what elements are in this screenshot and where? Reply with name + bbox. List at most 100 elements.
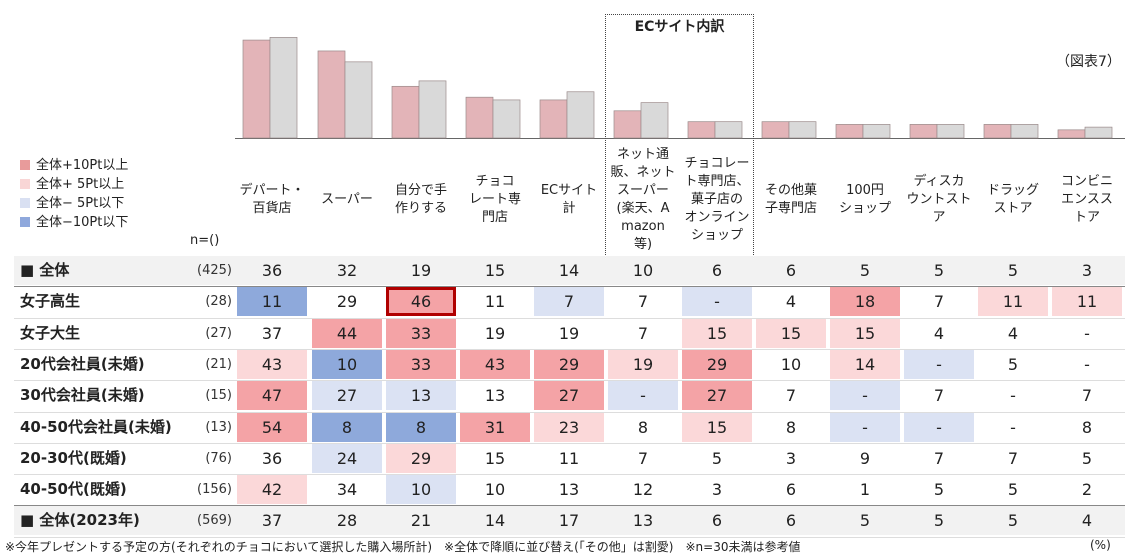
table-cell: 7 xyxy=(785,386,797,406)
row-sample-size: (21) xyxy=(205,356,232,372)
bar-2023-11 xyxy=(1084,126,1113,139)
table-cell: 5 xyxy=(933,480,945,500)
bar-2023-8 xyxy=(862,124,891,139)
table-cell: 7 xyxy=(933,292,945,312)
table-cell: 36 xyxy=(261,448,283,468)
table-cell: 12 xyxy=(632,480,654,500)
table-cell: 5 xyxy=(933,511,945,531)
bar-current-9 xyxy=(909,124,938,139)
table-cell: 5 xyxy=(859,511,871,531)
n-header: n=() xyxy=(190,233,220,248)
table-cell: 13 xyxy=(632,511,654,531)
table-cell: 44 xyxy=(312,318,382,348)
table-cell: 3 xyxy=(1081,261,1093,280)
table-cell: 19 xyxy=(608,349,678,379)
row-divider xyxy=(14,536,1125,538)
row-label: 40-50代(既婚) xyxy=(20,480,127,499)
table-cell: - xyxy=(904,412,974,442)
bar-2023-0 xyxy=(269,37,298,139)
table-cell: 8 xyxy=(1081,417,1093,437)
table-cell: 13 xyxy=(484,386,506,406)
table-cell: 46 xyxy=(386,287,456,317)
row-divider xyxy=(14,474,1125,476)
table-cell: 14 xyxy=(830,349,900,379)
legend-swatch xyxy=(20,197,30,208)
table-cell: 19 xyxy=(558,323,580,343)
legend-swatch xyxy=(20,159,30,170)
legend-swatch xyxy=(20,178,30,189)
table-cell: 27 xyxy=(682,381,752,411)
table-cell: 14 xyxy=(558,261,580,280)
table-cell: 43 xyxy=(237,349,307,379)
table-cell: - xyxy=(1084,323,1090,343)
bar-current-3 xyxy=(465,96,494,139)
column-header: 100円 ショップ xyxy=(838,183,891,216)
bar-2023-10 xyxy=(1010,124,1039,139)
table-cell: 10 xyxy=(632,261,654,280)
table-cell: 5 xyxy=(1081,448,1093,468)
table-cell: - xyxy=(682,287,752,317)
row-divider xyxy=(14,411,1125,413)
table-cell: 32 xyxy=(336,261,358,280)
table-cell: 10 xyxy=(312,349,382,379)
table-cell: 13 xyxy=(386,381,456,411)
table-cell: 7 xyxy=(1081,386,1093,406)
table-cell: 3 xyxy=(711,480,723,500)
row-sample-size: (425) xyxy=(197,263,232,278)
column-header: コンビニ エンスス トア xyxy=(1060,174,1113,225)
table-cell: 15 xyxy=(682,318,752,348)
column-header: 自分で手 作りする xyxy=(394,183,447,216)
legend-item: 全体− 5Pt以下 xyxy=(20,195,124,213)
table-cell: 6 xyxy=(711,511,723,531)
row-sample-size: (76) xyxy=(205,450,232,466)
table-cell: 7 xyxy=(637,292,649,312)
table-cell: 10 xyxy=(484,480,506,500)
bar-2023-1 xyxy=(344,61,373,139)
table-cell: 3 xyxy=(785,448,797,468)
row-divider xyxy=(14,380,1125,382)
table-cell: 36 xyxy=(261,261,283,280)
ec-section-label: ECサイト内訳 xyxy=(634,19,725,35)
unit-label: (%) xyxy=(1090,538,1111,552)
row-divider xyxy=(14,286,1125,288)
table-cell: - xyxy=(1010,386,1016,406)
table-cell: 7 xyxy=(637,323,649,343)
table-cell: 15 xyxy=(830,318,900,348)
table-cell: 42 xyxy=(237,475,307,505)
legend-swatch xyxy=(20,216,30,227)
table-cell: - xyxy=(904,349,974,379)
row-sample-size: (15) xyxy=(205,388,232,404)
table-cell: - xyxy=(1084,354,1090,374)
bar-current-11 xyxy=(1057,129,1086,139)
table-cell: 43 xyxy=(460,349,530,379)
table-cell: 37 xyxy=(261,323,283,343)
row-label: 女子高生 xyxy=(20,292,81,311)
table-cell: 2 xyxy=(1081,480,1093,500)
table-cell: 6 xyxy=(785,511,797,531)
legend-label: 全体− 5Pt以下 xyxy=(36,196,125,211)
table-cell: 18 xyxy=(830,287,900,317)
table-cell: 34 xyxy=(336,480,358,500)
bar-2023-9 xyxy=(936,124,965,139)
table-cell: 7 xyxy=(637,448,649,468)
table-cell: 19 xyxy=(410,261,432,280)
bar-2023-7 xyxy=(788,121,817,139)
table-cell: 15 xyxy=(756,318,826,348)
bar-2023-5 xyxy=(640,102,669,139)
table-cell: 10 xyxy=(780,354,802,374)
table-cell: 14 xyxy=(484,511,506,531)
column-header: ECサイト 計 xyxy=(540,183,598,216)
table-cell: 11 xyxy=(484,292,506,312)
table-cell: 27 xyxy=(312,381,382,411)
table-cell: 54 xyxy=(237,412,307,442)
table-cell: 29 xyxy=(336,292,358,312)
table-cell: 6 xyxy=(785,480,797,500)
table-cell: 8 xyxy=(785,417,797,437)
row-label: ■ 全体 xyxy=(20,261,70,279)
table-cell: 24 xyxy=(312,443,382,473)
table-cell: 6 xyxy=(785,261,797,280)
row-divider xyxy=(14,505,1125,507)
row-label: ■ 全体(2023年) xyxy=(20,511,140,530)
table-cell: 37 xyxy=(261,511,283,531)
